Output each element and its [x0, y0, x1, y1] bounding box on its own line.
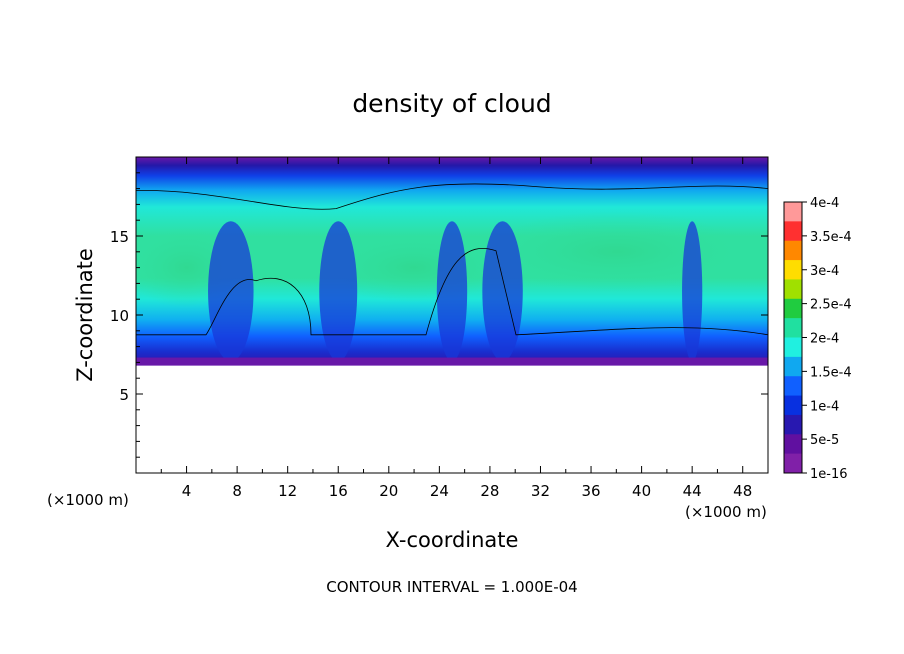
colorbar-swatch — [784, 221, 802, 242]
colorbar-swatch — [784, 434, 802, 455]
colorbar-swatch — [784, 202, 802, 222]
x-tick-label: 28 — [480, 482, 499, 500]
colorbar: 4e-4 3.5e-4 3e-4 2.5e-4 2e-4 1.5e-4 1e-4 5e-5 1e… — [783, 196, 852, 482]
x-tick-label: 8 — [232, 482, 242, 500]
colorbar-label: 3e-4 — [810, 264, 839, 279]
colorbar-swatch — [784, 318, 802, 338]
x-tick-label: 16 — [329, 482, 348, 500]
colorbar-label: 2.5e-4 — [810, 298, 852, 313]
colorbar-swatch — [784, 356, 802, 377]
contour-lower — [136, 248, 768, 336]
y-tick-label: 15 — [110, 228, 129, 246]
y-tick-label: 5 — [119, 386, 129, 404]
x-tick-label: 12 — [278, 482, 297, 500]
x-tick-label: 36 — [581, 482, 600, 500]
colorbar-swatch — [784, 240, 802, 261]
density-field — [136, 157, 768, 366]
colorbar-swatch — [784, 453, 802, 474]
colorbar-label: 1.5e-4 — [810, 365, 852, 380]
colorbar-swatch — [784, 376, 802, 397]
colorbar-label: 3.5e-4 — [810, 230, 852, 245]
colorbar-swatch — [784, 414, 802, 435]
contour-upper — [136, 183, 768, 210]
downdraft-column — [682, 221, 703, 362]
downdraft-column — [319, 221, 358, 362]
colorbar-swatch — [784, 395, 802, 416]
downdraft-column — [436, 221, 468, 362]
colorbar-label: 1e-4 — [810, 399, 839, 414]
colorbar-swatch — [784, 337, 802, 358]
colorbar-label: 4e-4 — [810, 196, 839, 211]
x-tick-label: 4 — [182, 482, 192, 500]
x-tick-label: 32 — [531, 482, 550, 500]
contour-interval-note: CONTOUR INTERVAL = 1.000E-04 — [326, 578, 577, 596]
colorbar-swatch — [784, 260, 802, 280]
y-axis-label: Z-coordinate — [73, 248, 97, 382]
chart-title: density of cloud — [352, 89, 551, 118]
cloud-base-fringe — [136, 357, 768, 366]
colorbar-label: 1e-16 — [810, 467, 848, 482]
downdraft-column — [482, 221, 523, 362]
x-axis-label: X-coordinate — [386, 528, 519, 552]
colorbar-label: 5e-5 — [810, 433, 839, 448]
x-unit-left: (×1000 m) — [47, 491, 129, 509]
x-tick-label: 20 — [379, 482, 398, 500]
y-tick-label: 10 — [110, 307, 129, 325]
x-tick-label: 24 — [430, 482, 449, 500]
colorbar-label: 2e-4 — [810, 332, 839, 347]
x-tick-label: 44 — [683, 482, 702, 500]
x-unit-right: (×1000 m) — [685, 503, 767, 521]
colorbar-swatch — [784, 279, 802, 300]
x-tick-label: 40 — [632, 482, 651, 500]
colorbar-swatch — [784, 298, 802, 319]
x-tick-label: 48 — [733, 482, 752, 500]
